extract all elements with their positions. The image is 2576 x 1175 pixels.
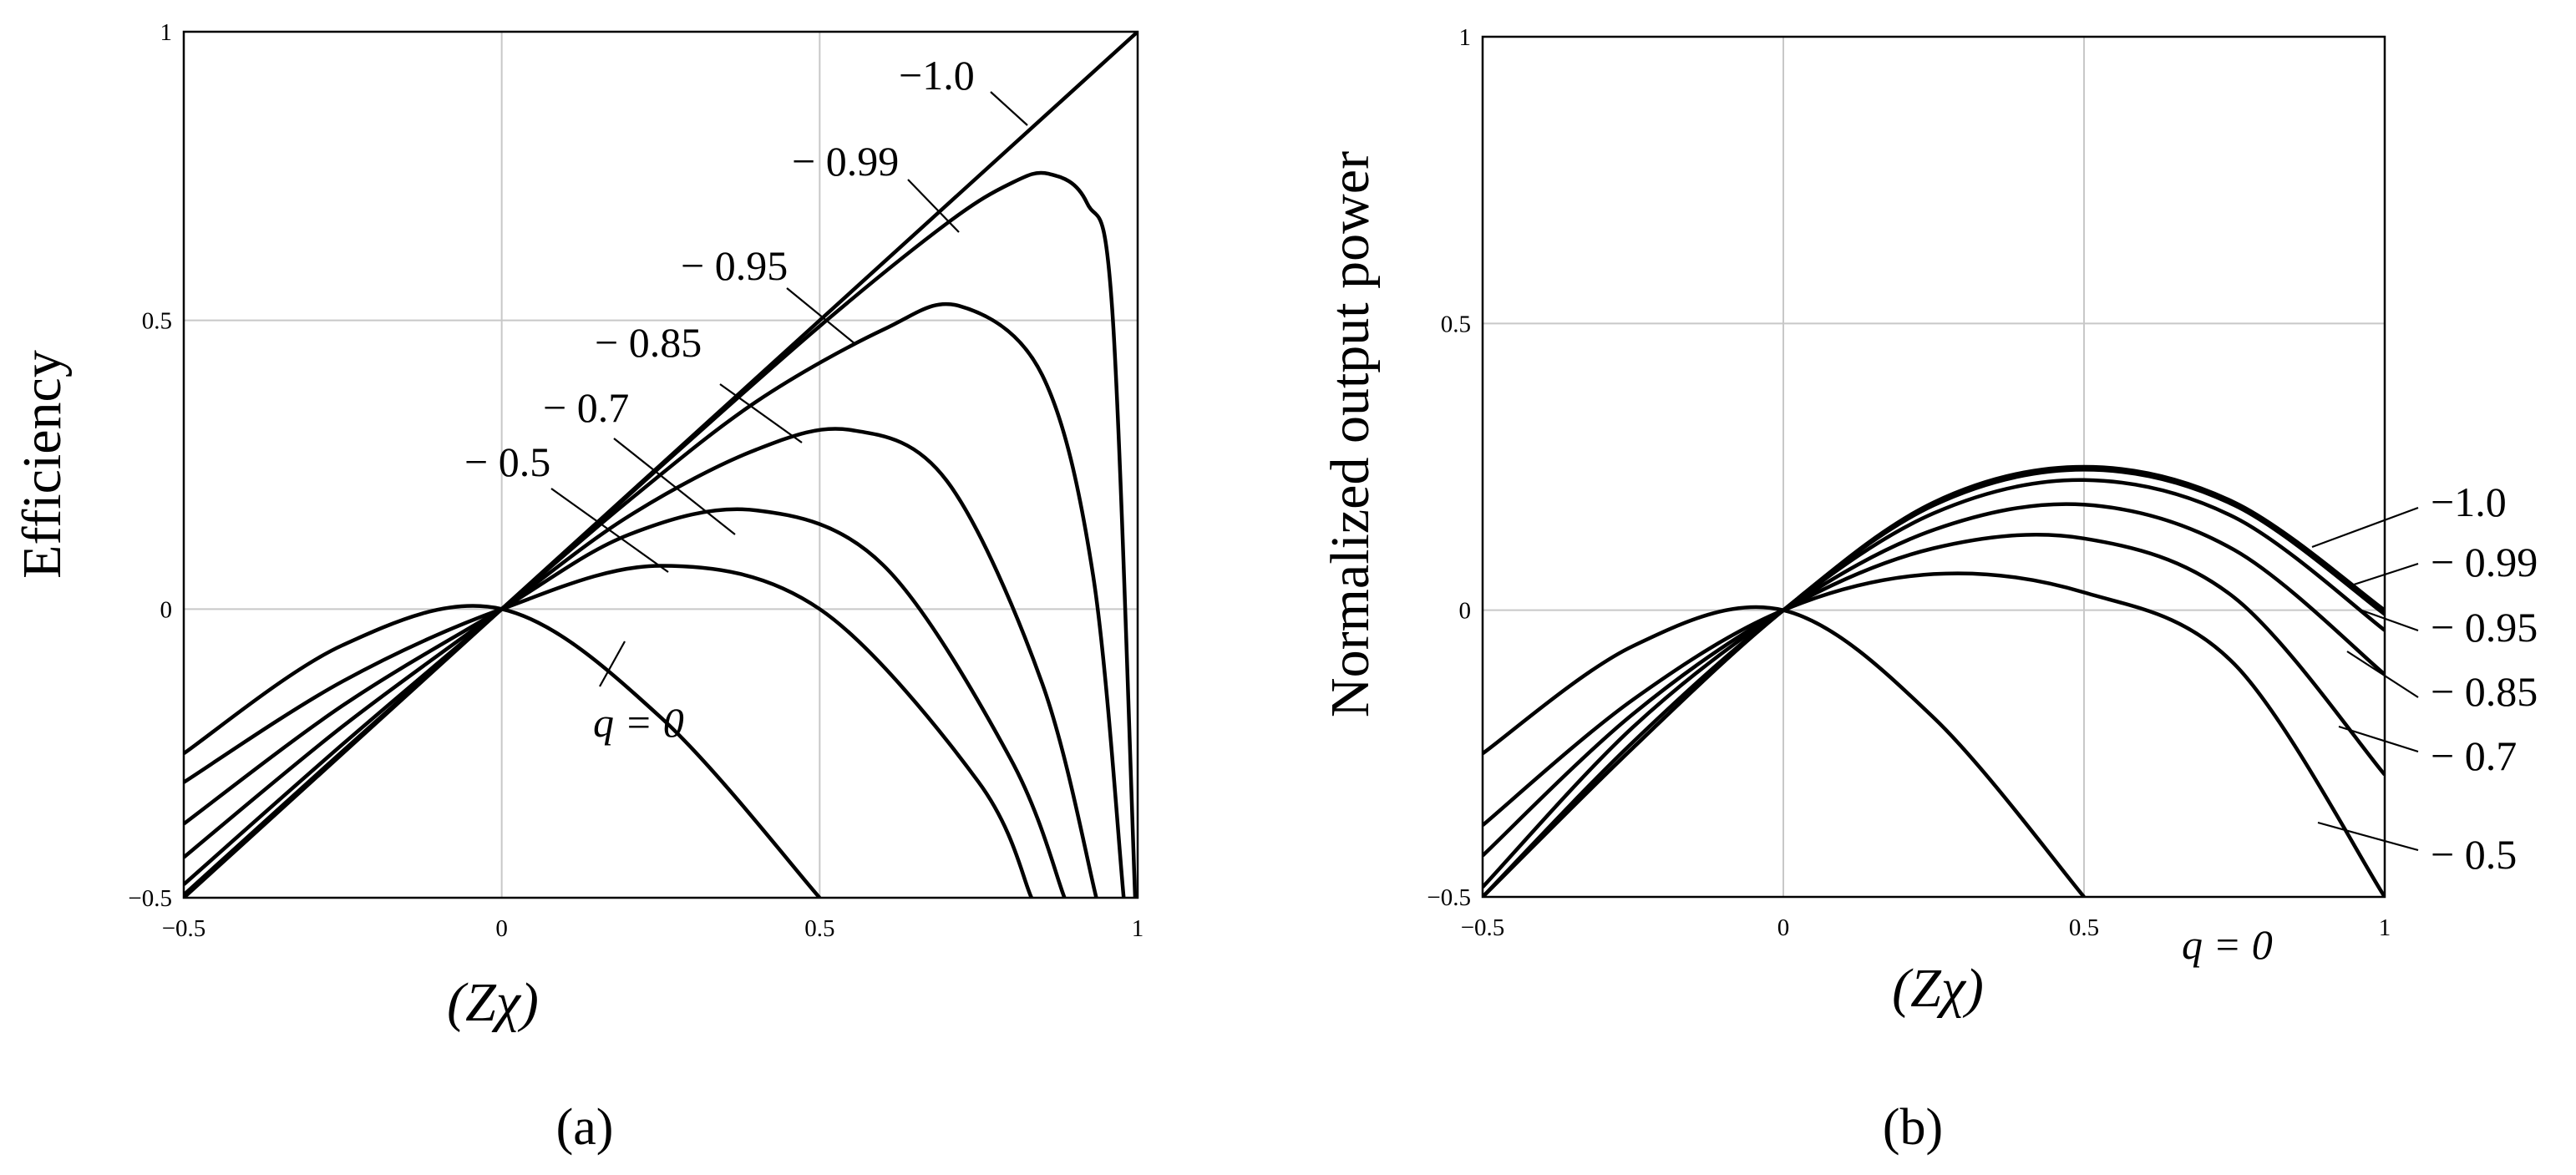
series-line-1 <box>1483 571 2385 897</box>
series-line-6 <box>184 32 1138 898</box>
y-tick-label: 0.5 <box>1441 311 1471 337</box>
leader-b-minus-0-85 <box>2346 651 2419 698</box>
label-minus-0-5: − 0.5 <box>464 438 550 485</box>
leader-minus-1-0 <box>990 91 1028 126</box>
label-minus-0-99: − 0.99 <box>792 138 899 185</box>
panel-label-a: (a) <box>556 1099 614 1156</box>
series-line-3 <box>1483 502 2385 889</box>
plot-frame-a <box>182 30 1139 899</box>
label-b-minus-0-95: − 0.95 <box>2431 604 2538 651</box>
label-minus-0-7: − 0.7 <box>543 384 629 431</box>
x-tick-label: 0 <box>495 915 508 942</box>
leaders-b <box>2311 506 2419 852</box>
leader-minus-0-7 <box>613 438 736 535</box>
y-tick-label: 0 <box>1459 598 1472 625</box>
plot-frame-b <box>1481 35 2386 899</box>
label-b-q-0: q = 0 <box>2182 921 2273 968</box>
label-b-minus-0-5: − 0.5 <box>2431 831 2517 878</box>
label-minus-0-85: − 0.85 <box>595 319 702 366</box>
panel-a: −0.5 −0.5 0 0 0.5 0.5 1 1 −1.0 − 0.99 − 0.95 − … <box>12 19 1143 1156</box>
y-tick-label: 1 <box>160 19 173 46</box>
y-tick-label: 0 <box>160 596 173 623</box>
leaders-a <box>550 91 1028 687</box>
leader-q-0 <box>599 641 626 687</box>
curves-a <box>184 32 1138 898</box>
leader-b-minus-0-7 <box>2338 725 2419 753</box>
x-tick-label: 1 <box>2379 914 2391 941</box>
leader-minus-0-5 <box>550 488 669 573</box>
y-axis-label-b: Normalized output power <box>1320 151 1381 717</box>
leader-b-minus-0-99 <box>2353 562 2419 586</box>
leader-minus-0-99 <box>907 179 960 233</box>
label-b-minus-0-85: − 0.85 <box>2431 668 2538 715</box>
series-line-5 <box>184 170 1138 898</box>
curves-b <box>1483 464 2385 897</box>
panel-b: −0.5 −0.5 0 0 0.5 0.5 1 1 −1.0 − 0.99 − 0.95 − … <box>1320 24 2538 1156</box>
x-tick-label: −0.5 <box>1461 914 1505 941</box>
panel-label-b: (b) <box>1883 1099 1943 1156</box>
x-tick-label: 0.5 <box>804 915 834 942</box>
label-minus-0-95: − 0.95 <box>681 242 788 289</box>
series-line-4 <box>184 301 1126 898</box>
x-tick-label: −0.5 <box>162 915 206 942</box>
x-axis-label-b: (Zχ) <box>1892 958 1984 1019</box>
leader-minus-0-85 <box>719 383 803 443</box>
y-tick-label: −0.5 <box>128 885 172 912</box>
label-minus-1-0: −1.0 <box>899 52 975 99</box>
x-tick-label: 1 <box>1132 915 1144 942</box>
curve-labels-a: −1.0 − 0.99 − 0.95 − 0.85 − 0.7 − 0.5 q … <box>464 52 975 746</box>
leader-b-minus-0-95 <box>2359 608 2419 632</box>
y-tick-label: −0.5 <box>1427 884 1471 911</box>
y-axis-label-a: Efficiency <box>12 350 73 579</box>
leader-b-minus-1-0 <box>2311 506 2419 549</box>
y-tick-label: 1 <box>1459 24 1472 51</box>
series-line-4 <box>1483 478 2385 897</box>
gridlines-a <box>184 32 1138 898</box>
series-line-6 <box>1483 464 2385 897</box>
x-tick-label: 0.5 <box>2069 914 2099 941</box>
x-tick-label: 0 <box>1777 914 1790 941</box>
label-b-minus-0-99: − 0.99 <box>2431 539 2538 585</box>
series-line-2 <box>184 507 1067 898</box>
curve-labels-b: −1.0 − 0.99 − 0.95 − 0.85 − 0.7 − 0.5 q … <box>2182 479 2538 968</box>
series-line-3 <box>184 427 1098 898</box>
label-b-minus-1-0: −1.0 <box>2431 479 2507 525</box>
leader-minus-0-95 <box>786 287 856 345</box>
gridlines-b <box>1483 37 2385 897</box>
tick-labels-a: −0.5 −0.5 0 0 0.5 0.5 1 1 <box>128 19 1143 942</box>
series-line-0 <box>1483 605 2086 897</box>
label-q-0: q = 0 <box>593 699 684 746</box>
x-axis-label-a: (Zχ) <box>447 972 539 1033</box>
series-line-2 <box>1483 533 2385 858</box>
y-tick-label: 0.5 <box>142 308 172 335</box>
leader-b-minus-0-5 <box>2317 821 2419 852</box>
label-b-minus-0-7: − 0.7 <box>2431 732 2517 779</box>
tick-labels-b: −0.5 −0.5 0 0 0.5 0.5 1 1 <box>1427 24 2391 941</box>
